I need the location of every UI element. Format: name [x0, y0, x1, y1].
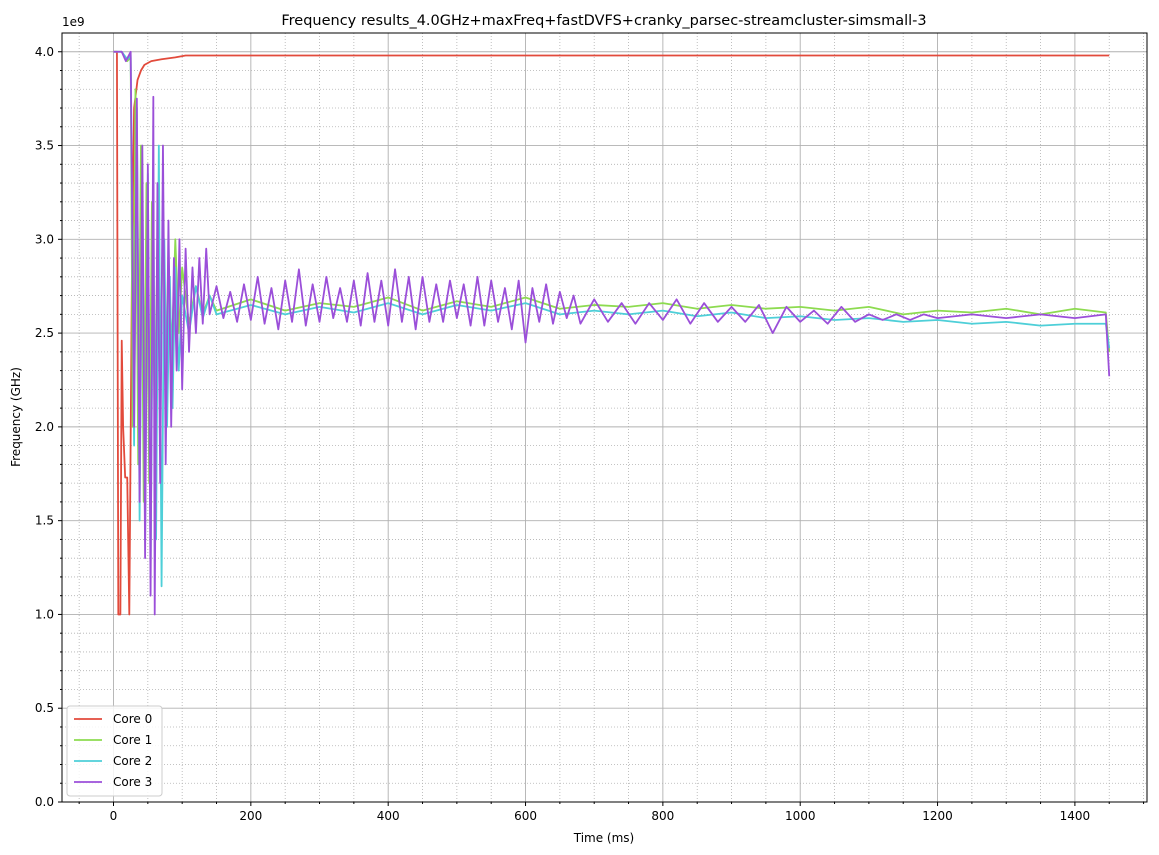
legend: Core 0 Core 1 Core 2 Core 3: [66, 705, 163, 797]
y-tick-label: 0.0: [35, 795, 54, 809]
series-line-core-2: [113, 50, 1111, 588]
x-tick-label: 400: [377, 809, 400, 823]
x-tick-label: 200: [239, 809, 262, 823]
x-axis: 0 200 400 600 800 1000 1200 1400: [78, 802, 1145, 823]
y-tick-label: 1.5: [35, 514, 54, 528]
series-line-core-3: [113, 50, 1111, 616]
x-tick-label: 600: [514, 809, 537, 823]
legend-label: Core 3: [113, 775, 152, 789]
y-tick-label: 0.5: [35, 701, 54, 715]
x-tick-label: 1200: [922, 809, 953, 823]
y-axis-label: Frequency (GHz): [9, 367, 23, 467]
y-tick-label: 3.5: [35, 139, 54, 153]
series-layer: [113, 50, 1111, 616]
x-axis-label: Time (ms): [573, 831, 635, 845]
minor-grid: [62, 33, 1147, 802]
y-offset-text: 1e9: [62, 15, 85, 29]
legend-label: Core 0: [113, 712, 152, 726]
y-tick-label: 1.0: [35, 607, 54, 621]
legend-label: Core 2: [113, 754, 152, 768]
x-tick-label: 800: [651, 809, 674, 823]
legend-label: Core 1: [113, 733, 152, 747]
y-tick-label: 4.0: [35, 45, 54, 59]
x-tick-label: 1400: [1060, 809, 1091, 823]
x-tick-label: 0: [110, 809, 118, 823]
y-tick-label: 2.5: [35, 326, 54, 340]
legend-box: [66, 705, 163, 797]
chart-title: Frequency results_4.0GHz+maxFreq+fastDVF…: [281, 13, 926, 29]
y-tick-label: 2.0: [35, 420, 54, 434]
x-tick-label: 1000: [785, 809, 816, 823]
y-tick-label: 3.0: [35, 232, 54, 246]
axes-frame: [61, 32, 1148, 803]
major-grid: [62, 33, 1147, 803]
y-axis: 0.0 0.5 1.0 1.5 2.0 2.5 3.0 3.5 4.0: [35, 45, 62, 809]
